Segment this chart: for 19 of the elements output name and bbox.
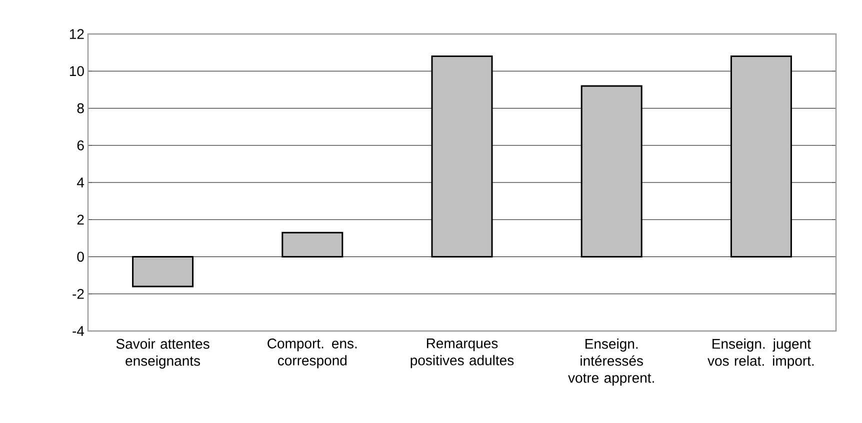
x-tick-label: Enseign. jugent vos relat. import. bbox=[708, 338, 814, 369]
y-tick-label: 8 bbox=[77, 103, 84, 114]
y-tick-label: 4 bbox=[76, 178, 84, 188]
y-tick-label: 12 bbox=[70, 29, 84, 39]
bar bbox=[282, 232, 344, 258]
bar bbox=[132, 256, 194, 288]
y-tick-label: -2 bbox=[72, 288, 84, 299]
y-tick-label: 6 bbox=[77, 140, 84, 150]
bar bbox=[730, 56, 792, 258]
y-tick-label: 10 bbox=[70, 66, 84, 76]
y-tick-label: 0 bbox=[77, 252, 84, 262]
bar bbox=[431, 56, 493, 258]
x-tick-label: Comport. ens. correspond bbox=[268, 338, 357, 368]
bar bbox=[580, 85, 642, 258]
x-tick-label: Savoir attentes enseignants bbox=[116, 338, 210, 369]
y-tick-label: -4 bbox=[72, 326, 84, 336]
y-tick-label: 2 bbox=[77, 214, 84, 225]
x-tick-label: Enseign. intéressés votre apprent. bbox=[568, 338, 654, 386]
x-tick-label: Remarques positives adultes bbox=[410, 338, 514, 368]
